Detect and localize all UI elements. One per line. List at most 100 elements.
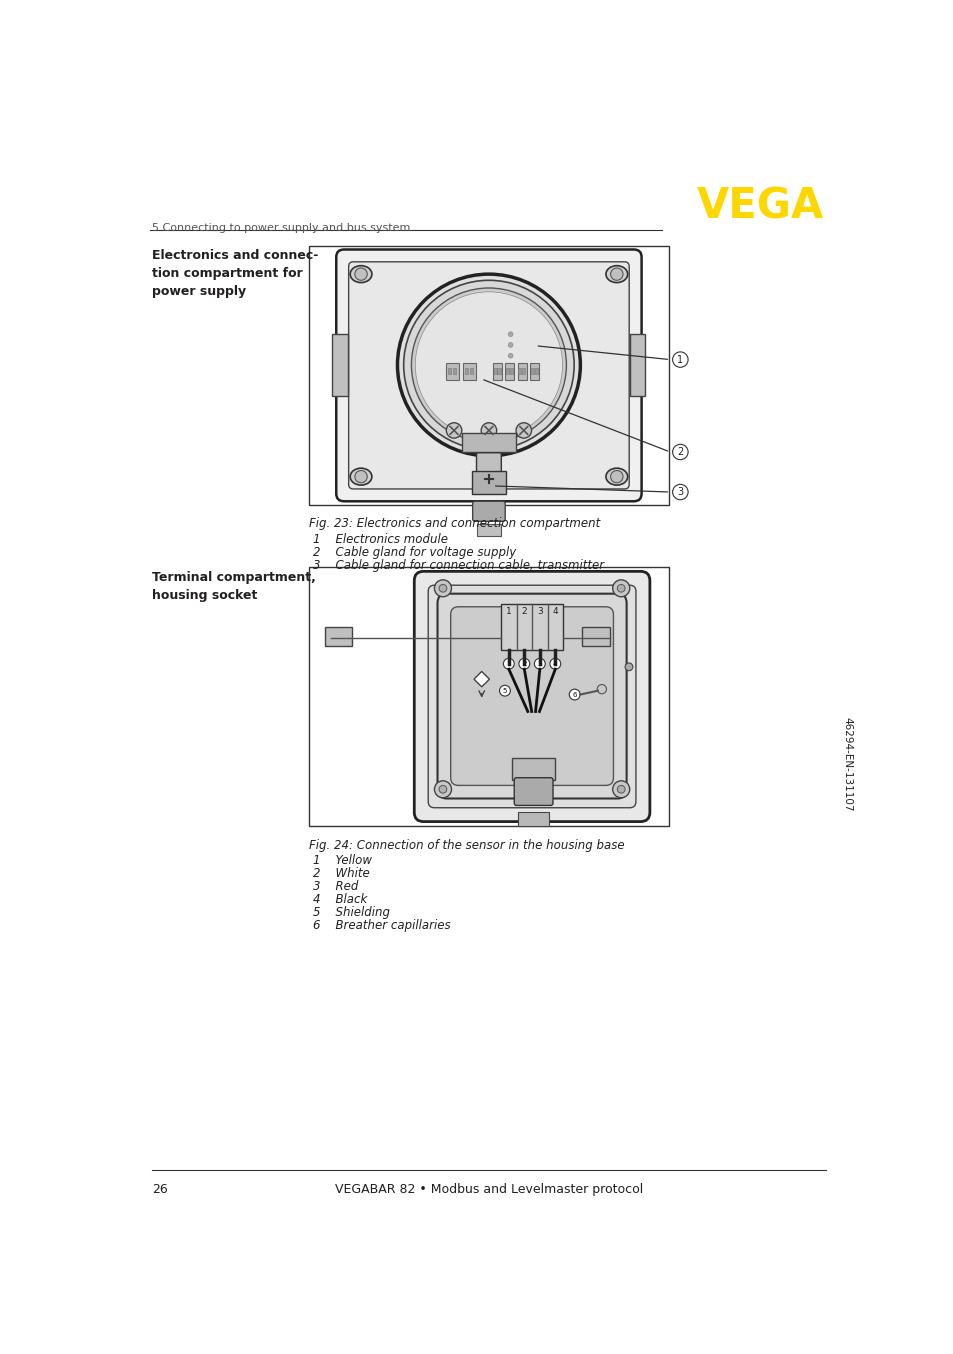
Text: 5: 5 [502,688,507,693]
Ellipse shape [605,265,627,283]
Ellipse shape [605,468,627,485]
Circle shape [612,580,629,597]
Bar [447,368,451,374]
Bar [582,627,609,646]
Bar [453,368,456,374]
Bar [461,433,516,452]
Text: 1: 1 [677,355,682,364]
Text: 3: 3 [537,661,541,666]
Circle shape [508,332,513,337]
Bar [534,368,537,374]
Circle shape [612,781,629,798]
Bar [476,524,500,536]
Circle shape [499,685,510,696]
Circle shape [403,280,574,450]
Text: 46294-EN-131107: 46294-EN-131107 [841,718,852,812]
FancyBboxPatch shape [335,249,641,501]
Bar [472,471,505,494]
Text: 4    Black: 4 Black [313,894,367,906]
Bar [629,334,645,395]
Circle shape [569,689,579,700]
Text: 3: 3 [677,487,682,497]
Bar [464,368,468,374]
Text: 1: 1 [506,661,511,666]
Bar [512,758,555,780]
Text: Fig. 24: Connection of the sensor in the housing base: Fig. 24: Connection of the sensor in the… [309,838,624,852]
Text: Fig. 23: Electronics and connection compartment: Fig. 23: Electronics and connection comp… [309,517,599,531]
Bar [309,245,668,505]
Circle shape [508,343,513,347]
Bar [521,368,525,374]
Text: VEGA: VEGA [697,185,823,227]
Text: 2    White: 2 White [313,867,370,880]
Bar [505,363,514,380]
FancyBboxPatch shape [476,452,500,473]
FancyBboxPatch shape [428,585,636,808]
Bar [493,368,497,374]
Text: 2: 2 [677,447,682,458]
Text: 3: 3 [537,607,542,616]
Bar [500,604,562,650]
Bar [470,368,473,374]
Circle shape [610,470,622,483]
Ellipse shape [350,265,372,283]
FancyBboxPatch shape [414,571,649,822]
Circle shape [434,781,451,798]
Bar [530,363,538,380]
Circle shape [672,444,687,460]
Circle shape [617,585,624,592]
Text: 26: 26 [152,1183,168,1196]
Circle shape [534,658,545,669]
Text: 4: 4 [552,607,558,616]
Circle shape [434,580,451,597]
Circle shape [549,658,560,669]
Text: VEGABAR 82 • Modbus and Levelmaster protocol: VEGABAR 82 • Modbus and Levelmaster prot… [335,1183,642,1196]
Circle shape [597,685,606,693]
Bar [332,334,348,395]
FancyBboxPatch shape [437,593,626,799]
Circle shape [438,585,446,592]
Circle shape [480,422,497,439]
Text: 4: 4 [553,661,557,666]
Bar [517,812,549,826]
FancyBboxPatch shape [472,501,505,521]
Circle shape [617,785,624,793]
Text: 2: 2 [521,661,526,666]
Circle shape [516,422,531,439]
Text: 3    Red: 3 Red [313,880,358,894]
Text: Electronics and connec-
tion compartment for
power supply: Electronics and connec- tion compartment… [152,249,318,298]
Circle shape [397,274,579,456]
Circle shape [355,268,367,280]
Circle shape [672,352,687,367]
Text: 5    Shielding: 5 Shielding [313,906,390,919]
Bar [509,368,513,374]
Text: 6: 6 [572,692,577,697]
Bar [497,368,500,374]
Text: 1: 1 [505,607,511,616]
PathPatch shape [474,672,489,686]
Circle shape [624,663,632,670]
Circle shape [355,470,367,483]
Bar [530,368,534,374]
Bar [517,363,526,380]
FancyBboxPatch shape [514,777,553,806]
Text: 1    Electronics module: 1 Electronics module [313,533,448,546]
Circle shape [438,785,446,793]
Bar [309,567,668,826]
Text: 5 Connecting to power supply and bus system: 5 Connecting to power supply and bus sys… [152,222,410,233]
Circle shape [610,268,622,280]
FancyBboxPatch shape [348,261,629,489]
Bar [446,363,458,380]
Circle shape [411,288,566,441]
Bar [505,368,509,374]
FancyBboxPatch shape [450,607,613,785]
Text: Terminal compartment,
housing socket: Terminal compartment, housing socket [152,570,315,601]
Circle shape [672,485,687,500]
Circle shape [503,658,514,669]
Text: 2: 2 [521,607,527,616]
Text: 6    Breather capillaries: 6 Breather capillaries [313,919,450,933]
Circle shape [508,353,513,357]
Circle shape [446,422,461,439]
Bar [324,627,352,646]
Bar [493,363,501,380]
